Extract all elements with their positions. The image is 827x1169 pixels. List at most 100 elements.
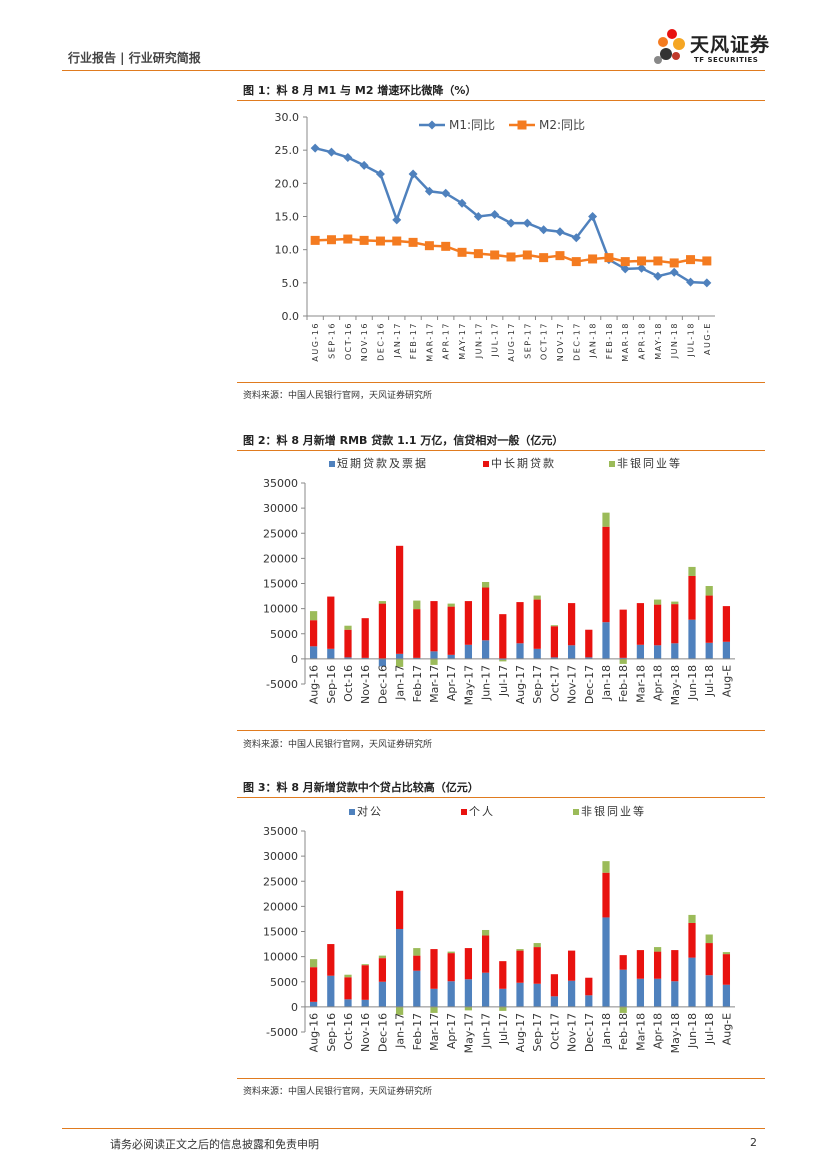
bar-segment-1	[550, 626, 559, 658]
y-tick-label: 5.0	[282, 277, 300, 290]
bar-segment-1	[636, 950, 645, 979]
bar-segment-0	[327, 975, 335, 1007]
data-point-m2	[457, 247, 467, 257]
bar-segment-1	[464, 601, 473, 645]
x-tick-label: Jun-18	[686, 1013, 699, 1049]
y-tick-label: 0	[291, 653, 298, 666]
data-point-m1	[375, 169, 385, 179]
data-point-m1	[522, 218, 532, 228]
data-point-m1	[653, 271, 663, 281]
x-tick-label: Aug-E	[720, 1013, 733, 1045]
data-point-m1	[392, 215, 402, 225]
bar-segment-0	[705, 642, 713, 659]
x-tick-label: May-18	[669, 1013, 682, 1054]
x-tick-label: Nov-17	[566, 1013, 579, 1052]
legend-label: 对公	[357, 804, 383, 818]
data-point-m1	[702, 278, 712, 288]
logo-flower-icon	[654, 29, 685, 64]
x-tick-label: JUN-17	[474, 322, 483, 359]
bar-segment-0	[671, 643, 679, 659]
x-tick-label: APR-17	[442, 322, 451, 360]
x-tick-label: Nov-17	[566, 665, 579, 704]
data-point-m2	[424, 241, 434, 251]
bar-segment-1	[309, 620, 318, 647]
x-tick-label: Nov-16	[359, 665, 372, 704]
bar-segment-0	[464, 979, 473, 1007]
bar-segment-1	[327, 596, 335, 649]
x-tick-label: Dec-17	[583, 1013, 596, 1052]
data-point-m2	[490, 250, 500, 260]
bar-segment-1	[585, 977, 593, 996]
bar-segment-0	[602, 917, 610, 1007]
x-tick-label: FEB-18	[605, 322, 614, 359]
bar-segment-1	[430, 949, 438, 989]
x-tick-label: MAR-17	[425, 322, 434, 362]
data-point-m1	[637, 263, 647, 273]
bar-segment-2	[395, 1006, 404, 1015]
bar-segment-1	[602, 526, 610, 623]
data-point-m1	[326, 147, 336, 157]
data-point-m1	[457, 198, 467, 208]
bar-segment-1	[413, 609, 421, 658]
bar-segment-2	[499, 659, 507, 662]
bar-segment-2	[413, 948, 421, 956]
figure-1-source: 资料来源：中国人民银行官网，天风证券研究所	[243, 391, 433, 401]
x-tick-label: Sep-16	[325, 1013, 338, 1052]
data-point-m1	[490, 210, 500, 220]
bar-segment-0	[430, 651, 438, 659]
y-tick-label: 0	[291, 1001, 298, 1014]
bar-segment-2	[309, 611, 318, 621]
page-number: 2	[750, 1136, 757, 1149]
company-logo: 天风证券 TF SECURITIES	[650, 26, 770, 70]
bar-segment-1	[413, 955, 421, 971]
x-tick-label: Jul-17	[497, 1013, 510, 1045]
bar-segment-1	[585, 629, 593, 658]
data-point-m2	[702, 256, 712, 266]
bar-segment-0	[378, 658, 387, 667]
logo-text: 天风证券	[690, 34, 771, 56]
figure-1-line-chart: 0.0 5.0 10.0 15.0 20.0 25.0 30.0 AUG-16 SEP-16 OC…	[275, 111, 715, 362]
figure-1-bottom-rule	[237, 382, 765, 383]
bar-segment-1	[447, 953, 455, 982]
bar-segment-0	[722, 641, 731, 659]
bar-segment-1	[602, 872, 610, 918]
bar-segment-0	[653, 978, 662, 1007]
bar-segment-0	[653, 645, 662, 659]
bar-segment-1	[722, 606, 731, 642]
y-tick-label: -5000	[266, 1026, 298, 1039]
data-point-m2	[392, 236, 402, 246]
x-tick-label: Dec-16	[376, 665, 389, 704]
bar-segment-2	[499, 1006, 507, 1011]
figure-1-top-rule	[237, 100, 765, 101]
bar-segment-1	[688, 922, 696, 958]
bar-segment-1	[671, 604, 679, 644]
bar-segment-0	[327, 648, 335, 659]
x-tick-label: Aug-17	[514, 665, 527, 704]
bar-segment-1	[516, 950, 524, 983]
y-tick-label: 25000	[263, 527, 298, 540]
legend-swatch	[609, 461, 615, 467]
x-tick-label: APR-18	[638, 322, 647, 360]
x-tick-label: JUL-17	[491, 322, 500, 358]
x-tick-label: DEC-16	[376, 322, 385, 361]
x-tick-label: Oct-17	[548, 1013, 561, 1050]
y-tick-label: 10.0	[275, 244, 300, 257]
bar-segment-1	[636, 603, 645, 645]
y-tick-label: 10000	[263, 603, 298, 616]
bar-segment-0	[567, 980, 576, 1007]
x-tick-label: Aug-E	[720, 665, 733, 697]
bar-segment-0	[688, 957, 696, 1007]
footer-disclaimer: 请务必阅读正文之后的信息披露和免责申明	[110, 1138, 319, 1151]
bar-segment-0	[619, 969, 627, 1007]
x-tick-label: Oct-16	[342, 665, 355, 702]
bar-segment-1	[481, 587, 490, 641]
data-point-m2	[653, 256, 663, 266]
bar-segment-2	[602, 861, 610, 873]
bar-segment-1	[464, 948, 473, 980]
x-tick-label: NOV-16	[360, 322, 369, 361]
bar-segment-1	[619, 955, 627, 970]
bar-segment-2	[705, 934, 713, 944]
x-tick-label: Mar-17	[428, 665, 441, 703]
bar-segment-2	[344, 974, 352, 978]
x-tick-label: SEP-16	[327, 322, 336, 359]
